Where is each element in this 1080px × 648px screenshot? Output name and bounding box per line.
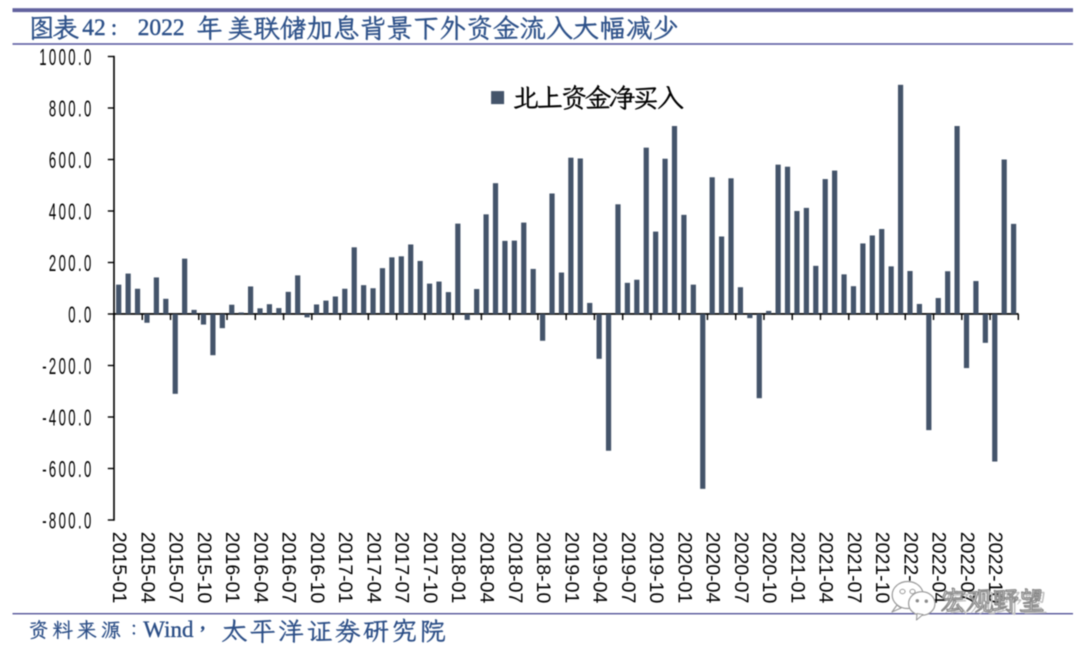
svg-text:.: . bbox=[78, 95, 82, 121]
svg-text:2015-10: 2015-10 bbox=[193, 532, 215, 604]
svg-text:2022-07: 2022-07 bbox=[956, 532, 978, 604]
svg-text:0: 0 bbox=[59, 44, 66, 70]
svg-text:.: . bbox=[78, 198, 82, 224]
svg-text:2020-04: 2020-04 bbox=[702, 532, 724, 604]
svg-text:0: 0 bbox=[84, 250, 91, 276]
svg-text:2017-07: 2017-07 bbox=[391, 532, 413, 604]
svg-text:0: 0 bbox=[84, 147, 91, 173]
svg-text:0: 0 bbox=[59, 507, 66, 533]
svg-text:4: 4 bbox=[49, 198, 56, 224]
svg-text:0: 0 bbox=[68, 507, 75, 533]
svg-text:0: 0 bbox=[59, 147, 66, 173]
svg-text:0: 0 bbox=[84, 44, 91, 70]
svg-text:2019-04: 2019-04 bbox=[589, 532, 611, 604]
svg-text:0: 0 bbox=[68, 456, 75, 482]
svg-text:2016-07: 2016-07 bbox=[278, 532, 300, 604]
svg-text:.: . bbox=[78, 404, 82, 430]
svg-text:4: 4 bbox=[49, 404, 56, 430]
svg-text:2016-10: 2016-10 bbox=[306, 532, 328, 604]
svg-text:0: 0 bbox=[68, 44, 75, 70]
svg-text:0: 0 bbox=[68, 404, 75, 430]
svg-text:0: 0 bbox=[59, 250, 66, 276]
svg-text:0: 0 bbox=[59, 198, 66, 224]
svg-text:2015-04: 2015-04 bbox=[136, 532, 158, 604]
svg-text:2020-01: 2020-01 bbox=[673, 532, 695, 604]
svg-text:2022-10: 2022-10 bbox=[984, 532, 1006, 604]
svg-text:6: 6 bbox=[49, 456, 56, 482]
svg-text:2021-01: 2021-01 bbox=[786, 532, 808, 604]
svg-text:0: 0 bbox=[84, 507, 91, 533]
svg-text:0: 0 bbox=[59, 456, 66, 482]
svg-text:2018-01: 2018-01 bbox=[447, 532, 469, 604]
svg-text:2015-07: 2015-07 bbox=[165, 532, 187, 604]
svg-text:0: 0 bbox=[84, 353, 91, 379]
svg-text:42: 42 bbox=[82, 15, 106, 41]
svg-text:.: . bbox=[78, 353, 82, 379]
svg-text:0: 0 bbox=[59, 95, 66, 121]
svg-text:2: 2 bbox=[49, 353, 56, 379]
svg-text:2021-04: 2021-04 bbox=[815, 532, 837, 604]
svg-text:-: - bbox=[42, 507, 46, 533]
svg-text:2022: 2022 bbox=[138, 15, 185, 41]
svg-text:.: . bbox=[78, 250, 82, 276]
svg-text:0: 0 bbox=[84, 95, 91, 121]
svg-text:0: 0 bbox=[68, 95, 75, 121]
svg-text:-: - bbox=[42, 456, 46, 482]
svg-text:2: 2 bbox=[49, 250, 56, 276]
svg-text:2019-10: 2019-10 bbox=[645, 532, 667, 604]
svg-text:2019-01: 2019-01 bbox=[560, 532, 582, 604]
svg-text:-: - bbox=[42, 353, 46, 379]
svg-text:0: 0 bbox=[49, 44, 56, 70]
svg-text:0: 0 bbox=[84, 404, 91, 430]
svg-text:2021-07: 2021-07 bbox=[843, 532, 865, 604]
svg-text:.: . bbox=[78, 301, 82, 327]
svg-text::: : bbox=[111, 15, 118, 41]
svg-text:0: 0 bbox=[68, 250, 75, 276]
svg-text:8: 8 bbox=[49, 95, 56, 121]
svg-text:2021-10: 2021-10 bbox=[871, 532, 893, 604]
svg-text:2018-10: 2018-10 bbox=[532, 532, 554, 604]
svg-text:.: . bbox=[78, 147, 82, 173]
svg-text:-: - bbox=[42, 404, 46, 430]
svg-text:0: 0 bbox=[84, 456, 91, 482]
svg-text:.: . bbox=[78, 44, 82, 70]
svg-text:6: 6 bbox=[49, 147, 56, 173]
svg-text:2020-10: 2020-10 bbox=[758, 532, 780, 604]
svg-text:Wind: Wind bbox=[143, 617, 194, 642]
svg-text:2020-07: 2020-07 bbox=[730, 532, 752, 604]
svg-text:0: 0 bbox=[84, 301, 91, 327]
svg-text:2016-04: 2016-04 bbox=[249, 532, 271, 604]
svg-text:1: 1 bbox=[39, 44, 46, 70]
svg-text:.: . bbox=[78, 456, 82, 482]
svg-text:2017-10: 2017-10 bbox=[419, 532, 441, 604]
svg-text:0: 0 bbox=[84, 198, 91, 224]
svg-text:.: . bbox=[78, 507, 82, 533]
svg-text:2015-01: 2015-01 bbox=[108, 532, 130, 604]
svg-text:0: 0 bbox=[59, 404, 66, 430]
svg-text:8: 8 bbox=[49, 507, 56, 533]
svg-text:2022-04: 2022-04 bbox=[928, 532, 950, 604]
svg-text:0: 0 bbox=[68, 147, 75, 173]
svg-text:2018-07: 2018-07 bbox=[504, 532, 526, 604]
svg-text:0: 0 bbox=[59, 353, 66, 379]
svg-text:2017-01: 2017-01 bbox=[334, 532, 356, 604]
svg-text:2017-04: 2017-04 bbox=[362, 532, 384, 604]
svg-text:2018-04: 2018-04 bbox=[476, 532, 498, 604]
svg-text:0: 0 bbox=[68, 353, 75, 379]
svg-text:2016-01: 2016-01 bbox=[221, 532, 243, 604]
svg-text:0: 0 bbox=[68, 301, 75, 327]
svg-text:0: 0 bbox=[68, 198, 75, 224]
svg-text:2019-07: 2019-07 bbox=[617, 532, 639, 604]
